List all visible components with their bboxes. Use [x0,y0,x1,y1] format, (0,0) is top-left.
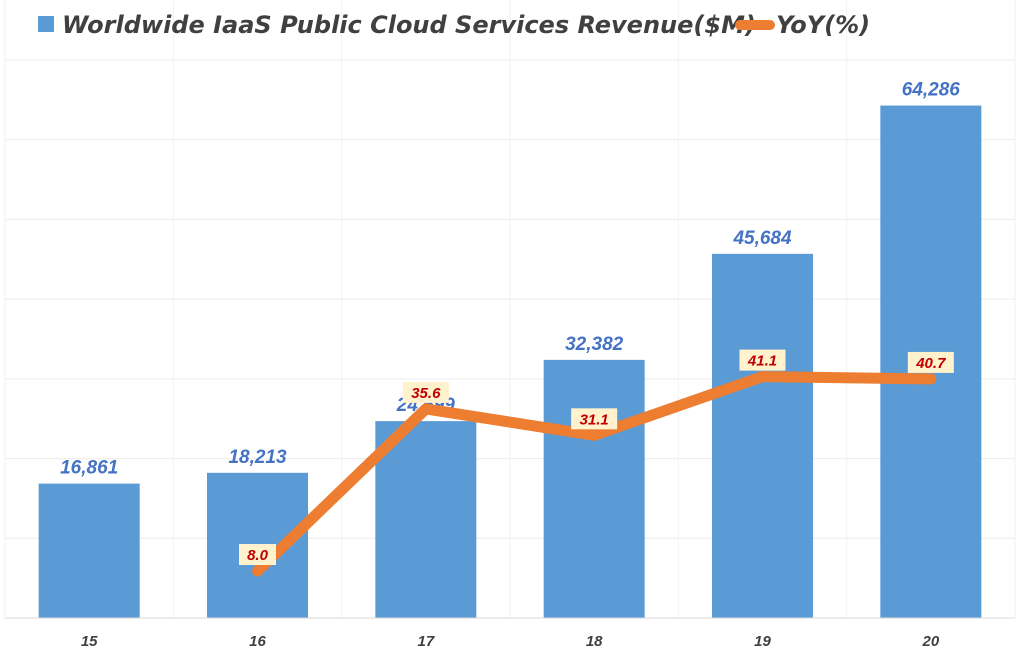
legend-bar-swatch [38,16,54,32]
yoy-label-16: 8.0 [247,547,269,564]
x-tick-19: 19 [754,633,771,650]
bar-label-16: 18,213 [228,447,287,468]
x-axis: 15 16 17 18 19 20 [5,617,1015,650]
yoy-label-17: 35.6 [411,385,441,402]
bar-label-19: 45,684 [732,228,792,249]
yoy-line [252,371,937,577]
legend-bar-label: Worldwide IaaS Public Cloud Services Rev… [62,11,756,39]
yoy-label-bg-18 [571,408,618,430]
x-tick-17: 17 [417,633,434,650]
yoy-label-20: 40.7 [915,355,946,372]
bar-label-15: 16,861 [60,458,118,479]
legend-line-label: YoY(%) [776,11,870,39]
yoy-label-19: 41.1 [747,353,777,370]
bar-19 [712,253,813,618]
yoy-data-labels: 8.0 35.6 31.1 41.1 40.7 [239,349,954,566]
bar-15 [38,483,140,618]
yoy-label-bg-20 [907,351,954,373]
x-tick-16: 16 [249,633,266,650]
bar-label-20: 64,286 [902,80,961,101]
yoy-label-bg-19 [739,349,786,371]
x-tick-15: 15 [81,633,98,650]
bar-label-18: 32,382 [565,334,624,355]
bar-17 [375,421,477,618]
yoy-label-bg-16 [239,544,276,566]
x-tick-18: 18 [586,633,603,650]
gridlines [4,0,1016,618]
bar-18 [543,359,645,618]
yoy-label-18: 31.1 [580,411,609,428]
x-tick-20: 20 [921,633,939,650]
yoy-line-series [252,371,937,577]
yoy-label-bg-17 [402,381,449,403]
legend: Worldwide IaaS Public Cloud Services Rev… [38,11,870,39]
